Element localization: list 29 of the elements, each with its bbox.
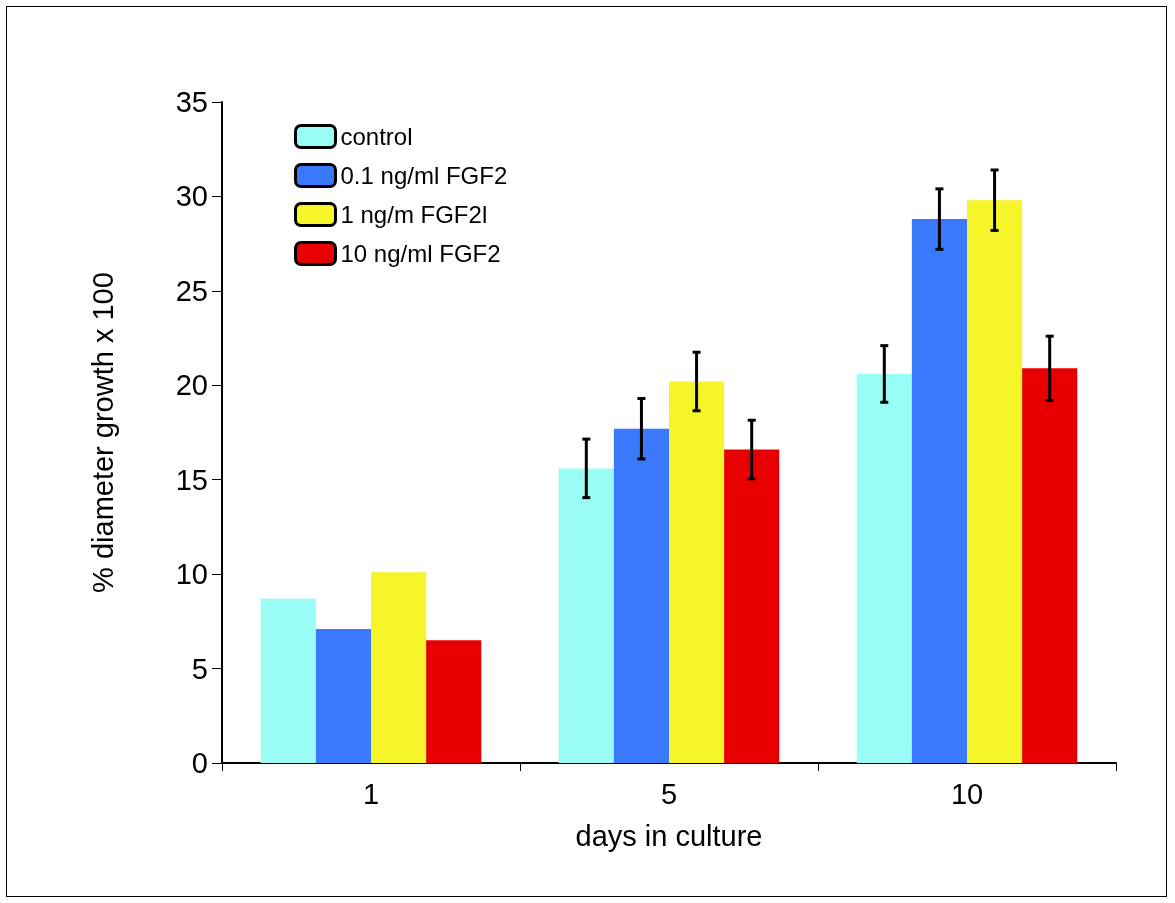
x-axis-title: days in culture xyxy=(575,819,763,852)
bar xyxy=(911,219,967,763)
x-tick-label: 10 xyxy=(950,777,984,810)
bar xyxy=(426,640,482,763)
bar xyxy=(1022,368,1078,763)
bar xyxy=(371,572,427,763)
y-tick-label: 5 xyxy=(191,652,208,685)
bar xyxy=(724,449,780,763)
legend-label: 1 ng/m FGF2l xyxy=(340,201,488,228)
y-tick-label: 10 xyxy=(175,558,208,591)
y-tick-label: 30 xyxy=(175,180,208,213)
legend-label: 0.1 ng/ml FGF2 xyxy=(340,162,508,189)
bar xyxy=(856,373,912,763)
bar xyxy=(260,598,316,763)
y-tick-label: 15 xyxy=(175,463,208,496)
x-tick-label: 5 xyxy=(660,777,678,810)
legend-label: control xyxy=(340,123,413,150)
x-tick-label: 1 xyxy=(362,777,380,810)
bar xyxy=(315,628,371,763)
y-tick-label: 25 xyxy=(175,274,208,307)
legend-label: 10 ng/ml FGF2 xyxy=(340,240,501,267)
bar xyxy=(669,381,725,763)
y-axis-title: % diameter growth x 100 xyxy=(86,272,119,593)
y-tick-label: 0 xyxy=(191,747,208,779)
bar xyxy=(558,468,614,763)
y-tick-label: 35 xyxy=(175,86,208,118)
bar xyxy=(613,428,669,763)
y-tick-label: 20 xyxy=(175,369,208,402)
bar xyxy=(967,200,1023,763)
